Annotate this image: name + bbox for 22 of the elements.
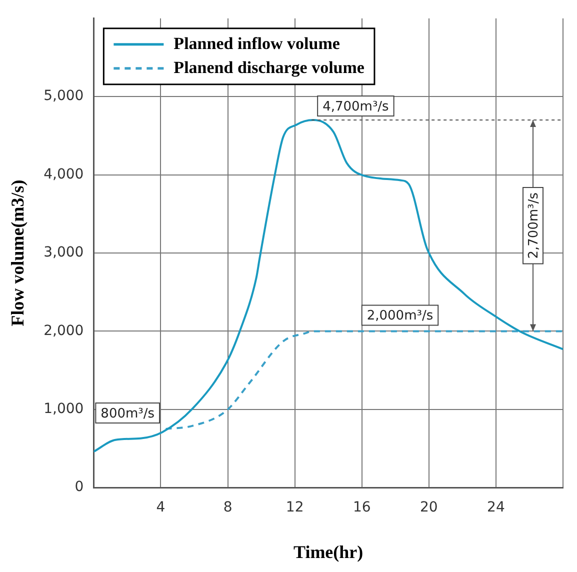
y-axis-title: Flow volume(m3/s) [7, 180, 28, 326]
x-tick-label: 24 [487, 500, 505, 516]
x-tick-label: 8 [223, 500, 232, 516]
line-series [94, 119, 563, 453]
y-tick-label: 1,000 [44, 401, 84, 418]
legend-label: Planned inflow volume [174, 34, 340, 53]
annotation: 800m³/s [100, 406, 155, 422]
y-tick-label: 4,000 [44, 166, 84, 182]
annotation: 2,000m³/s [366, 308, 434, 324]
y-tick-label: 0 [74, 479, 84, 496]
y-tick-label: 5,000 [44, 88, 84, 104]
y-tick-label: 2,000 [44, 322, 84, 339]
annotation: 4,700m³/s [322, 99, 390, 114]
x-axis-title: Time(hr) [294, 542, 364, 562]
x-tick-label: 20 [420, 500, 438, 516]
x-tick-label: 12 [286, 500, 304, 516]
x-tick-label: 16 [352, 500, 371, 516]
line-series [164, 330, 563, 430]
legend-label: Planend discharge volume [174, 58, 365, 77]
annotation: 2,700m³/s [526, 192, 542, 259]
y-tick-label: 3,000 [44, 244, 84, 261]
x-tick-label: 4 [156, 500, 166, 516]
